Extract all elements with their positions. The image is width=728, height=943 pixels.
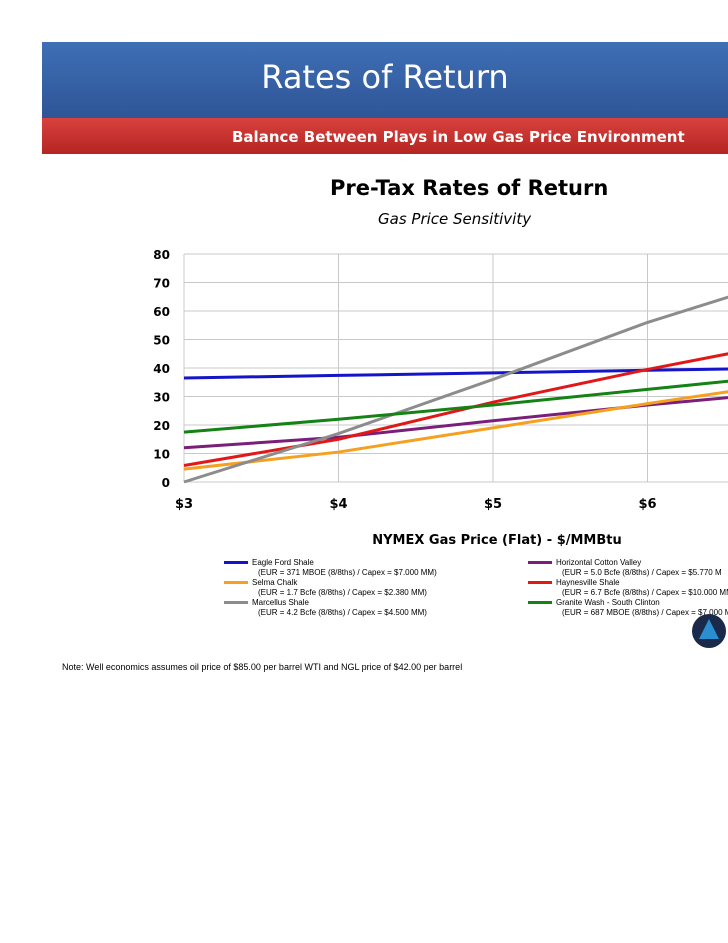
subtitle-banner: [42, 118, 728, 154]
legend-swatch: [528, 581, 552, 584]
legend-entry-detail: (EUR = 371 MBOE (8/8ths) / Capex = $7.00…: [258, 568, 437, 577]
y-tick-label: 30: [153, 391, 170, 405]
title-banner: [42, 42, 728, 118]
chart-title: Pre-Tax Rates of Return: [330, 176, 609, 200]
y-tick-label: 60: [153, 305, 170, 319]
legend-swatch: [224, 601, 248, 604]
legend-entry-name: Selma Chalk: [252, 578, 298, 587]
y-tick-label: 40: [153, 362, 170, 376]
company-logo: [690, 612, 728, 650]
legend-entry-detail: (EUR = 5.0 Bcfe (8/8ths) / Capex = $5.77…: [562, 568, 722, 577]
page-subtitle: Balance Between Plays in Low Gas Price E…: [232, 128, 685, 146]
y-tick-label: 0: [162, 476, 170, 490]
series-line-horizontal-cotton-valley: [183, 396, 728, 450]
y-tick-label: 70: [153, 277, 170, 291]
x-tick-label: $6: [638, 497, 656, 512]
legend-swatch: [224, 561, 248, 564]
footnote: Note: Well economics assumes oil price o…: [62, 662, 463, 672]
legend-swatch: [528, 561, 552, 564]
x-tick-label: $5: [484, 497, 502, 512]
chart-grid: [183, 253, 728, 483]
legend-entry-name: Haynesville Shale: [556, 578, 620, 587]
series-line-marcellus-shale: [183, 295, 728, 484]
y-tick-label: 10: [153, 448, 170, 462]
legend-entry-name: Granite Wash - South Clinton: [556, 598, 660, 607]
y-axis-ticks: 0 10 20 30 40 50 60 70 80: [153, 248, 170, 490]
x-tick-label: $3: [175, 497, 193, 512]
chart-subtitle: Gas Price Sensitivity: [378, 210, 532, 228]
x-tick-label: $4: [329, 497, 347, 512]
series-line-eagle-ford-shale: [183, 367, 728, 380]
series-line-granite-wash-south-clinton: [183, 379, 728, 434]
legend-entry-name: Eagle Ford Shale: [252, 558, 314, 567]
series-line-haynesville-shale: [183, 352, 728, 467]
legend-entry-name: Marcellus Shale: [252, 598, 309, 607]
y-tick-label: 20: [153, 419, 170, 433]
legend-entry-name: Horizontal Cotton Valley: [556, 558, 642, 567]
legend-entry-detail: (EUR = 687 MBOE (8/8ths) / Capex = $7.00…: [562, 608, 728, 617]
x-axis-ticks: $3 $4 $5 $6: [175, 497, 657, 512]
y-tick-label: 80: [153, 248, 170, 262]
page-title: Rates of Return: [261, 58, 509, 96]
series-line-selma-chalk: [183, 390, 728, 471]
legend-entry-detail: (EUR = 1.7 Bcfe (8/8ths) / Capex = $2.38…: [258, 588, 427, 597]
x-axis-label: NYMEX Gas Price (Flat) - $/MMBtu: [372, 533, 622, 548]
legend-entry-detail: (EUR = 6.7 Bcfe (8/8ths) / Capex = $10.0…: [562, 588, 728, 597]
chart-series-group: [183, 295, 728, 484]
legend-entry-detail: (EUR = 4.2 Bcfe (8/8ths) / Capex = $4.50…: [258, 608, 427, 617]
legend-swatch: [528, 601, 552, 604]
y-tick-label: 50: [153, 334, 170, 348]
legend-swatch: [224, 581, 248, 584]
